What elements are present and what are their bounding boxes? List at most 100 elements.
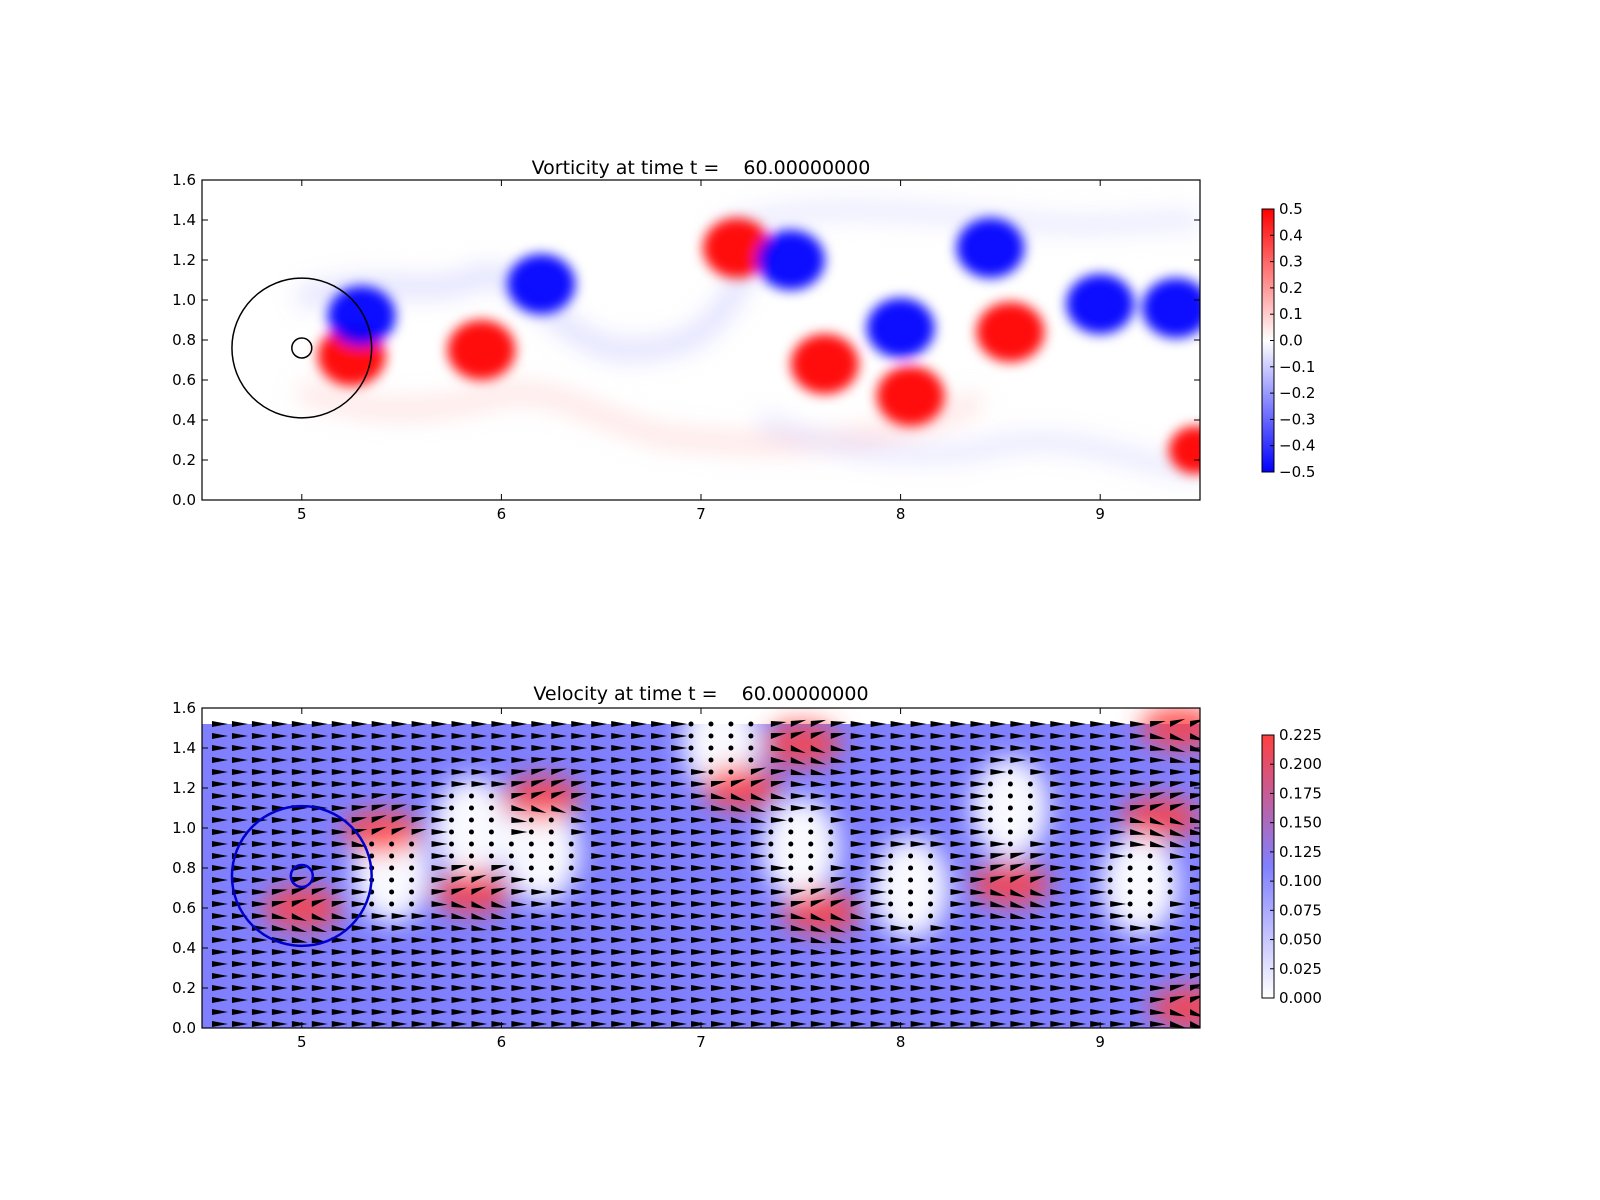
quiver-arrow (651, 853, 668, 859)
quiver-arrow (990, 889, 1006, 897)
quiver-arrow (351, 757, 368, 763)
quiver-arrow (431, 733, 448, 739)
quiver-arrow (990, 841, 1007, 847)
colorbar-tick-label: 0.125 (1279, 843, 1322, 861)
quiver-arrow (1030, 937, 1047, 943)
quiver-arrow (1050, 817, 1067, 823)
quiver-arrow (1070, 769, 1087, 775)
quiver-arrow (770, 985, 787, 991)
quiver-arrow (291, 961, 308, 967)
quiver-dot (389, 901, 395, 907)
quiver-arrow (1130, 793, 1147, 799)
colorbar-tick-label: 0.000 (1279, 989, 1322, 1007)
quiver-arrow (351, 997, 368, 1003)
quiver-arrow (311, 829, 328, 835)
y-tick-label: 0.0 (172, 491, 196, 509)
quiver-arrow (730, 805, 747, 813)
quiver-arrow (491, 733, 508, 739)
quiver-arrow (571, 805, 588, 811)
quiver-arrow (431, 745, 448, 751)
quiver-arrow (990, 757, 1007, 763)
quiver-dot (389, 865, 395, 871)
quiver-arrow (511, 925, 528, 931)
quiver-arrow (770, 805, 787, 811)
quiver-dot (1147, 913, 1153, 919)
quiver-arrow (211, 997, 228, 1003)
quiver-arrow (611, 973, 628, 979)
quiver-arrow (810, 757, 827, 765)
quiver-arrow (431, 769, 448, 775)
quiver-arrow (710, 841, 727, 847)
quiver-arrow (730, 841, 747, 847)
negative-vortex (756, 230, 825, 290)
quiver-arrow (271, 805, 288, 811)
quiver-dot (468, 865, 474, 871)
quiver-arrow (1170, 949, 1187, 955)
quiver-arrow (391, 826, 407, 835)
quiver-arrow (1170, 745, 1186, 753)
quiver-arrow (790, 925, 807, 931)
quiver-arrow (491, 865, 508, 871)
quiver-dot (548, 853, 554, 859)
quiver-arrow (411, 793, 428, 799)
quiver-arrow (1130, 781, 1147, 787)
quiver-arrow (810, 730, 826, 739)
quiver-arrow (451, 949, 468, 955)
quiver-arrow (551, 721, 568, 727)
quiver-arrow (830, 898, 846, 907)
quiver-arrow (631, 961, 648, 967)
quiver-arrow (631, 781, 648, 787)
quiver-arrow (211, 973, 228, 979)
quiver-arrow (750, 997, 767, 1003)
quiver-arrow (331, 913, 348, 919)
quiver-dot (528, 841, 534, 847)
quiver-arrow (611, 793, 628, 799)
quiver-arrow (1090, 1021, 1107, 1027)
quiver-arrow (371, 815, 387, 823)
quiver-arrow (331, 925, 348, 931)
quiver-arrow (631, 817, 648, 823)
quiver-arrow (571, 817, 588, 823)
quiver-arrow (930, 733, 947, 739)
quiver-arrow (830, 721, 847, 727)
quiver-arrow (1050, 733, 1067, 739)
quiver-arrow (251, 853, 268, 859)
quiver-arrow (291, 841, 308, 847)
quiver-arrow (651, 925, 668, 931)
quiver-arrow (551, 901, 568, 907)
quiver-arrow (611, 745, 628, 751)
quiver-arrow (471, 901, 487, 910)
quiver-arrow (1150, 925, 1167, 931)
quiver-arrow (451, 745, 468, 751)
quiver-arrow (671, 805, 688, 811)
quiver-dot (1127, 913, 1133, 919)
quiver-arrow (671, 913, 688, 919)
quiver-arrow (1070, 937, 1087, 943)
quiver-arrow (531, 889, 548, 895)
quiver-arrow (1070, 901, 1087, 907)
quiver-dot (548, 865, 554, 871)
quiver-arrow (910, 793, 927, 799)
high-speed-region (1140, 708, 1200, 750)
negative-vortex (507, 254, 576, 314)
quiver-arrow (1050, 949, 1067, 955)
quiver-arrow (1110, 793, 1127, 799)
quiver-arrow (671, 985, 688, 991)
quiver-arrow (950, 805, 967, 811)
quiver-arrow (850, 781, 867, 787)
quiver-arrow (371, 913, 388, 919)
quiver-arrow (291, 949, 308, 955)
quiver-dot (1027, 793, 1033, 799)
colorbar-tick-label: 0.175 (1279, 784, 1322, 802)
quiver-arrow (211, 1009, 228, 1015)
quiver-arrow (371, 757, 388, 763)
quiver-arrow (750, 913, 767, 919)
quiver-arrow (790, 1009, 807, 1015)
quiver-arrow (750, 877, 767, 883)
quiver-dot (1027, 781, 1033, 787)
quiver-arrow (651, 889, 668, 895)
quiver-arrow (631, 901, 648, 907)
quiver-arrow (631, 865, 648, 871)
quiver-arrow (451, 973, 468, 979)
quiver-arrow (291, 876, 308, 883)
